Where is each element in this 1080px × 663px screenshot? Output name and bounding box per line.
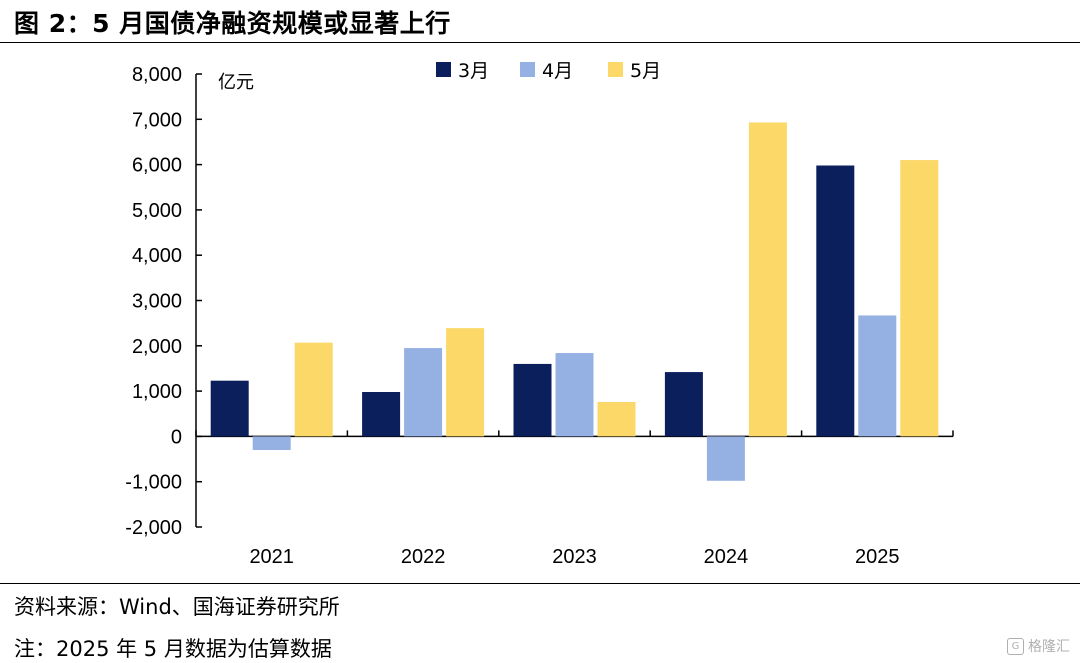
bar-2022-2: [446, 328, 485, 437]
y-tick-label: -2,000: [125, 517, 182, 539]
legend-swatch: [436, 62, 451, 77]
legend-swatch: [608, 62, 623, 77]
x-tick-label: 2021: [249, 546, 294, 568]
x-tick-label: 2025: [855, 546, 900, 568]
y-axis: -2,000 -1,000 0 1,000 2,000 3,000 4,000 5,000 6,…: [125, 64, 202, 539]
y-tick-label: 8,000: [132, 64, 182, 86]
bar-2025-0: [816, 165, 855, 437]
bar-2022-0: [362, 392, 401, 437]
bar-2024-0: [664, 372, 703, 437]
top-rule: [0, 42, 1080, 43]
bottom-rule: [0, 583, 1080, 584]
unit-label: 亿元: [218, 72, 254, 93]
y-tick-label: 1,000: [132, 381, 182, 403]
bar-2021-2: [294, 342, 333, 437]
y-tick-label: 5,000: [132, 200, 182, 222]
x-axis: 2021 2022 2023 2024 2025: [195, 430, 954, 568]
y-tick-label: 0: [171, 426, 182, 448]
bar-2021-0: [210, 380, 249, 437]
bar-2023-1: [555, 353, 594, 437]
source-note: 资料来源：Wind、国海证券研究所: [14, 595, 340, 619]
y-tick-label: 2,000: [132, 336, 182, 358]
x-tick-label: 2023: [552, 546, 597, 568]
bar-2025-1: [858, 315, 897, 437]
legend-swatch: [520, 62, 535, 77]
bar-2025-2: [900, 160, 939, 437]
y-tick-label: 3,000: [132, 291, 182, 313]
y-tick-label: 7,000: [132, 109, 182, 131]
bar-2023-0: [513, 363, 552, 437]
footnote: 注：2025 年 5 月数据为估算数据: [14, 637, 332, 661]
legend: 3月 4月 5月: [436, 60, 661, 82]
bar-2024-2: [748, 122, 787, 437]
figure-title: 图 2：5 月国债净融资规模或显著上行: [14, 9, 451, 38]
legend-label: 5月: [630, 60, 661, 82]
x-tick-label: 2022: [401, 546, 446, 568]
watermark-logo-icon: G: [1007, 637, 1024, 655]
bar-2024-1: [706, 436, 745, 481]
bars: [210, 122, 939, 481]
y-tick-label: -1,000: [125, 472, 182, 494]
y-tick-label: 6,000: [132, 155, 182, 177]
y-tick-label: 4,000: [132, 245, 182, 267]
bar-2022-1: [404, 348, 443, 437]
watermark: G 格隆汇: [1007, 636, 1070, 656]
legend-label: 4月: [542, 60, 573, 82]
legend-label: 3月: [458, 60, 489, 82]
bar-2023-2: [597, 401, 636, 437]
watermark-text: 格隆汇: [1028, 639, 1070, 655]
bar-2021-1: [252, 436, 291, 450]
x-tick-label: 2024: [704, 546, 749, 568]
bar-chart: -2,000 -1,000 0 1,000 2,000 3,000 4,000 5,000 6,…: [125, 60, 954, 568]
